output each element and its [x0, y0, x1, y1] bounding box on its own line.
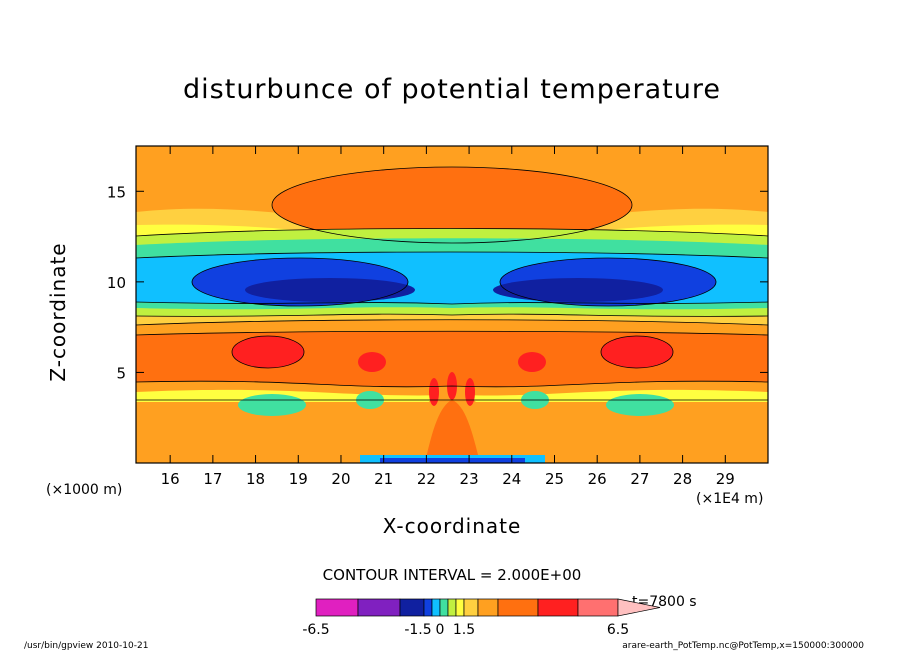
y-tick-label: 10 [107, 274, 126, 292]
colorbar-label: 1.5 [453, 622, 475, 638]
colorbar-swatch [497, 598, 539, 617]
x-tick-label: 22 [417, 470, 436, 488]
plume-red-3 [465, 378, 475, 406]
x-tick-label: 26 [588, 470, 607, 488]
upper-core [272, 167, 632, 243]
x-tick-label: 25 [545, 470, 564, 488]
green-low-right [606, 394, 674, 416]
y-tick-label: 5 [116, 364, 126, 382]
contour-field [136, 146, 768, 463]
colorbar-swatch [577, 598, 619, 617]
red-center-right [518, 352, 546, 372]
x-tick-label: 18 [246, 470, 265, 488]
x-tick-label: 28 [673, 470, 692, 488]
x-tick-label: 19 [289, 470, 308, 488]
colorbar-swatch [357, 598, 401, 617]
colorbar-swatch [455, 598, 465, 617]
colorbar-swatch [431, 598, 441, 617]
colorbar-swatch [439, 598, 449, 617]
footer-right: arare-earth_PotTemp.nc@PotTemp,x=150000:… [622, 641, 864, 651]
navy-right [493, 278, 663, 302]
x-axis-label: X-coordinate [382, 514, 522, 538]
colorbar: -6.5 -1.5 0 1.5 6.5 [302, 598, 661, 638]
colorbar-swatch [423, 598, 433, 617]
plume-red-1 [429, 378, 439, 406]
contour-interval: CONTOUR INTERVAL = 2.000E+00 [322, 566, 582, 584]
colorbar-label: -6.5 [302, 622, 329, 638]
x-unit-right: (×1E4 m) [696, 491, 764, 507]
plot-frame [135, 145, 769, 464]
navy-left [245, 278, 415, 302]
colorbar-swatch [447, 598, 457, 617]
y-ticks: 5 10 15 [107, 183, 768, 382]
central-plume-inner [425, 400, 480, 463]
footer-left: /usr/bin/gpview 2010-10-21 [24, 641, 149, 651]
x-tick-label: 24 [502, 470, 521, 488]
x-tick-label: 29 [716, 470, 735, 488]
green-low-left [238, 394, 306, 416]
colorbar-extension [617, 598, 661, 617]
x-tick-label: 21 [374, 470, 393, 488]
x-ticks: 16 17 18 19 20 21 22 23 24 25 26 27 28 29 [161, 146, 735, 488]
colorbar-swatch [537, 598, 579, 617]
x-tick-label: 23 [460, 470, 479, 488]
red-left [232, 336, 304, 368]
colorbar-label: 0 [436, 622, 445, 638]
x-tick-label: 17 [203, 470, 222, 488]
colorbar-swatch [477, 598, 499, 617]
x-tick-label: 27 [630, 470, 649, 488]
y-tick-label: 15 [107, 183, 126, 201]
colorbar-label: -1.5 [404, 622, 431, 638]
colorbar-label: 6.5 [607, 622, 629, 638]
bottom-strip-inner [380, 458, 525, 463]
colorbar-swatch [399, 598, 425, 617]
colorbar-swatch [315, 598, 359, 617]
red-center-left [358, 352, 386, 372]
x-tick-label: 20 [331, 470, 350, 488]
chart-title: disturbunce of potential temperature [183, 74, 721, 105]
x-unit-left: (×1000 m) [46, 482, 123, 498]
x-tick-label: 16 [161, 470, 180, 488]
red-right [601, 336, 673, 368]
colorbar-swatch [463, 598, 479, 617]
